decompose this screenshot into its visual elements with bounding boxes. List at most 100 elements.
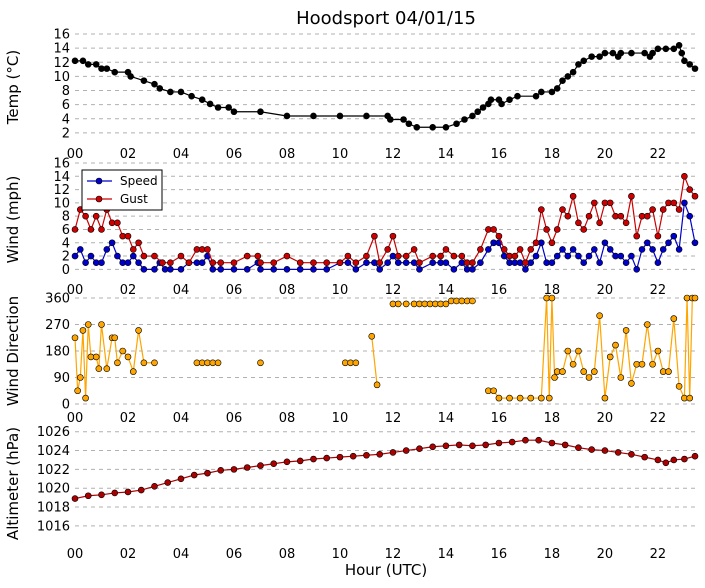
wind-data-point [654,259,662,267]
wind-data-point [140,252,148,260]
temp-data-point [310,112,317,120]
direction-data-point [591,368,598,375]
wind-x-tick-label: 18 [544,283,561,298]
wind-data-point [352,266,360,273]
wind-data-point [606,199,614,207]
wind-data-point [98,226,105,233]
wind-x-tick-label: 00 [67,283,84,298]
direction-data-point [638,360,646,368]
wind-x-tick-label: 02 [120,283,137,298]
wind-data-point [490,226,497,233]
wind-data-point [384,246,391,253]
altimeter-series-line [74,439,696,500]
direction-data-point [654,347,662,355]
wind-data-point [336,259,344,267]
wind-series-speed [71,199,699,273]
altimeter-data-point [349,452,357,460]
altimeter-data-point [535,436,542,444]
temp-data-point [453,120,460,128]
wind-x-tick-label: 16 [491,283,508,298]
direction-data-point [617,374,625,381]
altimeter-y-axis-label: Altimeter (hPa) [4,427,22,540]
direction-data-point [649,360,656,368]
wind-data-point [416,259,423,267]
temp-data-point [580,57,588,65]
wind-data-point [71,226,79,233]
altimeter-data-point [177,475,185,483]
altimeter-y-tick-label: 1024 [37,444,70,459]
wind-data-point [532,239,540,247]
wind-data-point [564,252,572,260]
temp-data-point [654,45,662,53]
wind-data-point [580,226,588,233]
wind-y-tick-label: 2 [62,250,70,265]
x-axis-label: Hour (UTC) [345,561,427,579]
direction-data-point [569,360,577,368]
wind-data-point [548,259,556,267]
direction-data-point [119,347,126,355]
wind-data-point [103,246,111,253]
altimeter-x-tick-label: 14 [438,547,455,562]
direction-data-point [545,394,553,402]
temp-data-point [151,80,158,88]
temp-data-point [532,92,540,100]
wind-data-point [659,206,667,213]
temp-data-point [386,116,394,123]
wind-data-point [352,259,360,267]
wind-data-point [87,252,95,260]
temp-y-tick-label: 16 [53,28,70,43]
wind-data-point [254,252,262,260]
direction-x-tick-label: 10 [332,411,349,426]
altimeter-x-tick-label: 02 [120,547,137,562]
wind-data-point [270,259,278,267]
direction-data-point [103,365,111,372]
wind-data-point [553,252,561,260]
wind-data-point [114,252,121,260]
direction-data-point [95,365,103,372]
wind-data-point [649,206,656,213]
temp-data-point [206,100,214,108]
direction-data-point [564,347,572,355]
temp-series-line [75,44,696,128]
temp-data-point [678,49,686,57]
temp-data-point [167,88,174,96]
altimeter-x-tick-label: 12 [385,547,402,562]
wind-data-point [580,259,588,267]
wind-data-point [585,252,593,260]
altimeter-data-point [323,454,331,462]
wind-data-point [177,252,185,260]
wind-data-point [71,252,79,260]
wind-data-point [323,259,331,267]
wind-data-point [617,212,625,220]
wind-data-point [283,266,291,273]
temp-y-tick-label: 2 [62,126,70,141]
temp-data-point [140,77,148,84]
wind-x-tick-label: 20 [597,283,614,298]
wind-data-point [681,172,688,180]
direction-data-point [257,359,264,367]
wind-data-point [675,206,683,213]
wind-data-point [87,226,95,233]
temp-series-0 [71,42,699,131]
altimeter-data-point [548,439,556,447]
altimeter-data-point [270,460,278,468]
temp-x-tick-label: 18 [544,147,561,162]
direction-data-point [394,300,402,308]
wind-legend-box [81,169,163,211]
wind-data-point [114,219,121,227]
wind-data-point [394,259,402,267]
wind-data-point [585,212,593,220]
wind-data-point [82,259,89,267]
wind-data-point [108,239,116,247]
wind-legend-label: Gust [120,192,148,206]
wind-x-tick-label: 06 [226,283,243,298]
temp-data-point [188,92,195,100]
wind-data-point [209,259,217,267]
altimeter-y-tick-label: 1020 [37,482,70,497]
wind-data-point [209,266,217,273]
wind-data-point [204,246,211,253]
temp-data-point [662,45,670,53]
altimeter-data-point [230,466,238,473]
temp-data-point [553,85,561,92]
